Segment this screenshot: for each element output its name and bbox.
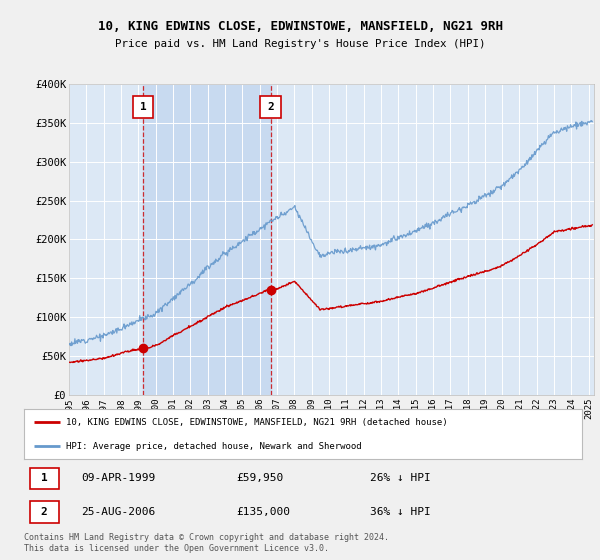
Text: 36% ↓ HPI: 36% ↓ HPI [370, 507, 431, 517]
Text: Price paid vs. HM Land Registry's House Price Index (HPI): Price paid vs. HM Land Registry's House … [115, 39, 485, 49]
Bar [143, 84, 271, 395]
Text: HPI: Average price, detached house, Newark and Sherwood: HPI: Average price, detached house, Newa… [66, 442, 361, 451]
Text: 1: 1 [140, 102, 146, 113]
Text: 1: 1 [41, 473, 47, 483]
Text: 10, KING EDWINS CLOSE, EDWINSTOWE, MANSFIELD, NG21 9RH (detached house): 10, KING EDWINS CLOSE, EDWINSTOWE, MANSF… [66, 418, 448, 427]
Text: £135,000: £135,000 [236, 507, 290, 517]
Text: 2: 2 [41, 507, 47, 517]
Text: 10, KING EDWINS CLOSE, EDWINSTOWE, MANSFIELD, NG21 9RH: 10, KING EDWINS CLOSE, EDWINSTOWE, MANSF… [97, 20, 503, 32]
Text: Contains HM Land Registry data © Crown copyright and database right 2024.
This d: Contains HM Land Registry data © Crown c… [24, 533, 389, 553]
Text: £59,950: £59,950 [236, 473, 283, 483]
Text: 25-AUG-2006: 25-AUG-2006 [81, 507, 155, 517]
Bar [29, 468, 59, 489]
Text: 2: 2 [268, 102, 274, 113]
Bar [29, 501, 59, 523]
Text: 26% ↓ HPI: 26% ↓ HPI [370, 473, 431, 483]
Bar [260, 96, 281, 118]
Text: 09-APR-1999: 09-APR-1999 [81, 473, 155, 483]
Bar [133, 96, 154, 118]
